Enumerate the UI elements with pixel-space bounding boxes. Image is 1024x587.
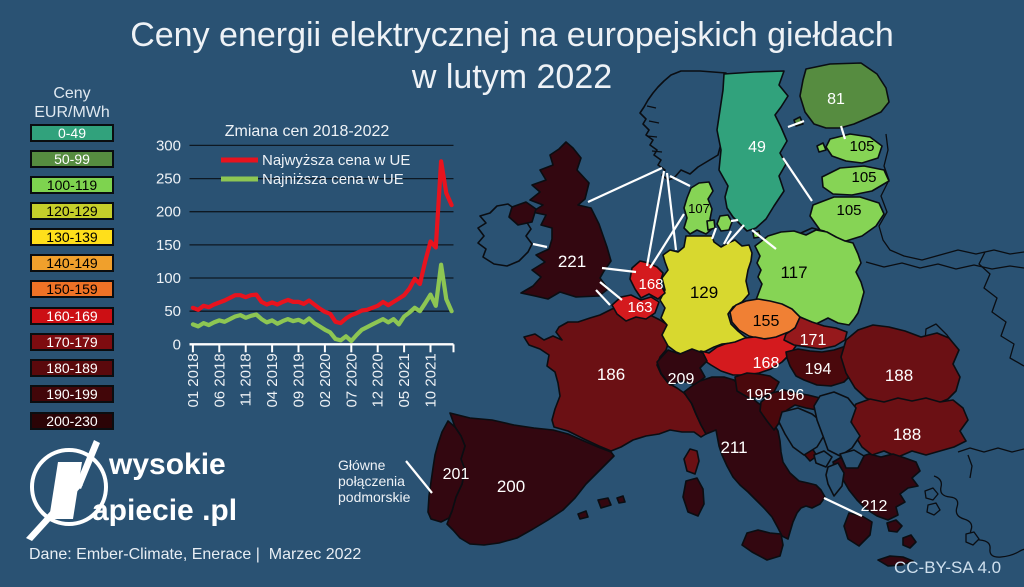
svg-text:05 2021: 05 2021 [396,353,413,407]
svg-text:49: 49 [748,139,766,156]
svg-text:105: 105 [849,138,874,155]
svg-text:06 2018: 06 2018 [211,353,228,407]
svg-text:105: 105 [836,202,861,219]
svg-text:150: 150 [156,237,181,254]
svg-text:209: 209 [668,371,695,388]
svg-text:163: 163 [627,299,652,316]
svg-text:11 2018: 11 2018 [238,353,255,406]
svg-text:Najwyższa cena w UE: Najwyższa cena w UE [262,152,410,169]
svg-text:194: 194 [805,361,832,378]
svg-text:02 2020: 02 2020 [317,353,334,407]
svg-text:100: 100 [156,270,181,287]
svg-text:105: 105 [851,169,876,186]
svg-text:Zmiana cen 2018-2022: Zmiana cen 2018-2022 [225,123,390,140]
svg-text:Najniższa cena w UE: Najniższa cena w UE [262,171,404,188]
svg-text:195: 195 [746,387,773,404]
svg-text:04 2019: 04 2019 [264,353,281,407]
svg-text:12 2020: 12 2020 [370,353,387,407]
svg-text:188: 188 [893,425,921,444]
svg-text:129: 129 [690,283,718,302]
svg-text:168: 168 [753,355,780,372]
svg-text:81: 81 [827,91,845,108]
svg-text:117: 117 [780,263,807,282]
svg-text:300: 300 [156,137,181,154]
svg-text:168: 168 [638,276,663,293]
svg-text:171: 171 [800,332,827,349]
svg-text:107: 107 [688,201,710,216]
svg-text:186: 186 [597,365,625,384]
svg-text:0: 0 [173,336,181,353]
svg-text:211: 211 [720,438,747,457]
svg-text:201: 201 [443,466,470,483]
svg-text:196: 196 [778,387,805,404]
svg-text:09 2019: 09 2019 [291,353,308,407]
svg-text:200: 200 [497,477,525,496]
svg-text:221: 221 [558,252,586,271]
svg-text:01 2018: 01 2018 [185,353,202,407]
svg-text:212: 212 [861,498,888,515]
svg-text:250: 250 [156,171,181,188]
svg-text:155: 155 [753,313,780,330]
svg-text:10 2021: 10 2021 [423,353,440,407]
svg-text:200: 200 [156,204,181,221]
svg-text:188: 188 [885,366,913,385]
svg-text:50: 50 [164,303,181,320]
svg-text:07 2020: 07 2020 [343,353,360,407]
